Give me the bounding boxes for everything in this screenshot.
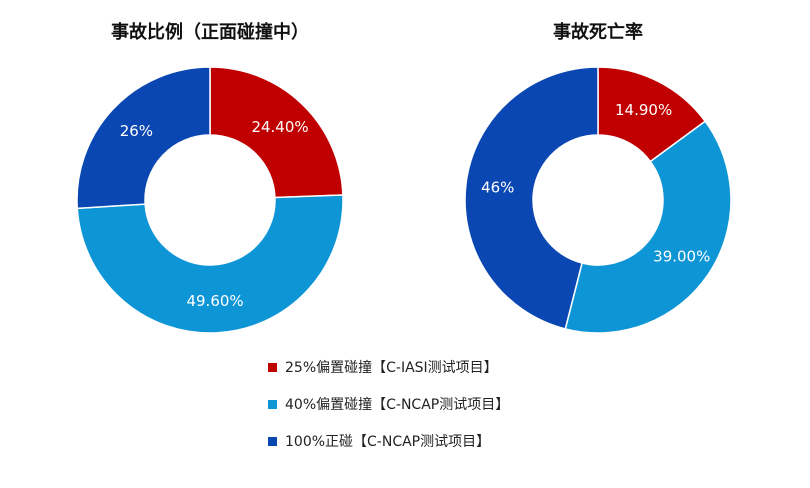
donut2-label-40-offset: 39.00% (653, 247, 710, 265)
legend-label-25-offset: 25%偏置碰撞【C-IASI测试项目】 (285, 360, 498, 376)
chart2-title: 事故死亡率 (553, 21, 643, 43)
legend-item-100-frontal: 100%正碰【C-NCAP测试项目】 (268, 429, 509, 453)
donut1-slice-100-frontal (76, 66, 211, 210)
donut1-slice-40-offset (76, 194, 344, 334)
legend-swatch-25-offset (268, 362, 277, 372)
donut2-slice-100-frontal (464, 66, 599, 330)
donut1-label-40-offset: 49.60% (186, 292, 243, 310)
legend: 25%偏置碰撞【C-IASI测试项目】 40%偏置碰撞【C-NCAP测试项目】 … (268, 355, 509, 466)
legend-item-25-offset: 25%偏置碰撞【C-IASI测试项目】 (268, 355, 509, 379)
legend-label-40-offset: 40%偏置碰撞【C-NCAP测试项目】 (285, 397, 510, 413)
legend-item-40-offset: 40%偏置碰撞【C-NCAP测试项目】 (268, 392, 509, 416)
donut1-label-100-frontal: 26% (120, 122, 153, 140)
legend-swatch-40-offset (268, 399, 277, 409)
legend-swatch-100-frontal (268, 436, 277, 446)
donut2-slice-40-offset (564, 120, 732, 334)
donut2-label-25-offset: 14.90% (615, 101, 672, 119)
donut-chart-fatality-rate: 14.90% 39.00% 46% (464, 66, 732, 334)
donut1-label-25-offset: 24.40% (251, 118, 308, 136)
donut-chart-accident-ratio: 24.40% 49.60% 26% (76, 66, 344, 334)
chart1-title: 事故比例（正面碰撞中） (111, 21, 309, 43)
legend-label-100-frontal: 100%正碰【C-NCAP测试项目】 (285, 434, 491, 450)
donut2-label-100-frontal: 46% (481, 178, 514, 196)
donut1-slice-25-offset (209, 66, 344, 199)
